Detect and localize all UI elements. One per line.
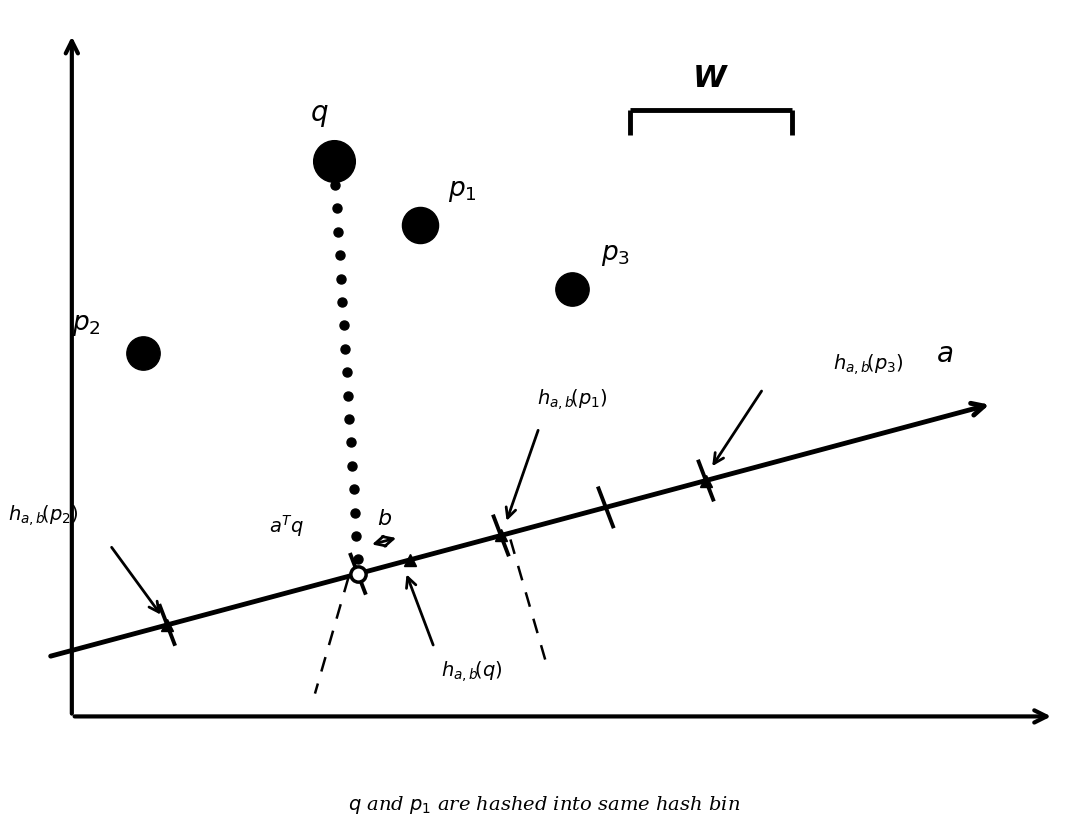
Text: $p_2$: $p_2$ [72,313,101,337]
Text: $q$: $q$ [311,102,329,129]
Text: $h_{a,b}\!\left(p_1\right)$: $h_{a,b}\!\left(p_1\right)$ [537,387,608,412]
Text: $q$ and $p_1$ are hashed into same hash bin: $q$ and $p_1$ are hashed into same hash … [348,793,740,815]
Text: $p_1$: $p_1$ [449,179,478,203]
Text: $a^T q$: $a^T q$ [269,513,304,539]
Text: $h_{a,b}\!\left(q\right)$: $h_{a,b}\!\left(q\right)$ [441,658,503,683]
Text: $h_{a,b}\!\left(p_2\right)$: $h_{a,b}\!\left(p_2\right)$ [7,502,78,527]
Text: $\boldsymbol{W}$: $\boldsymbol{W}$ [692,63,729,94]
Text: $h_{a,b}\!\left(p_3\right)$: $h_{a,b}\!\left(p_3\right)$ [832,351,904,376]
Text: $b$: $b$ [377,507,392,529]
Text: $a$: $a$ [936,340,953,367]
Text: $p_3$: $p_3$ [601,242,630,268]
